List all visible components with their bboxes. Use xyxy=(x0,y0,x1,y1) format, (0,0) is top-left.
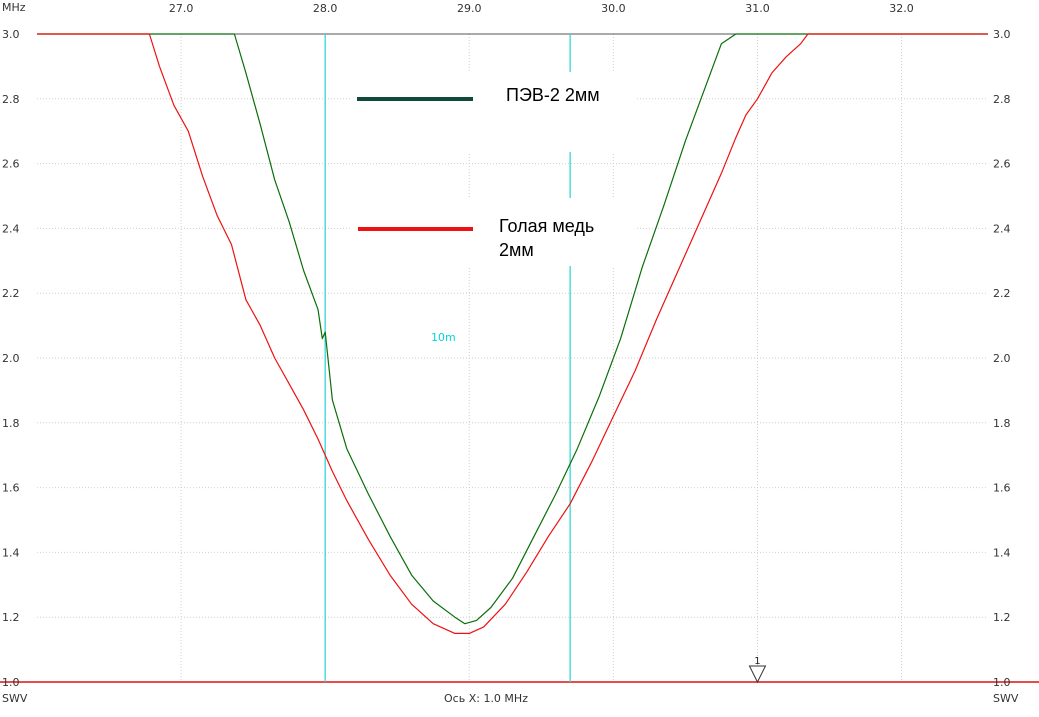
marker-1: 1 xyxy=(748,656,767,684)
x-tick: 32.0 xyxy=(889,2,914,15)
y-tick-right: 2.4 xyxy=(993,222,1011,235)
y-tick-left: 2.2 xyxy=(2,287,20,300)
y-tick-left: 1.2 xyxy=(2,611,20,624)
legend-label-copper-1: Голая медь xyxy=(499,216,594,236)
axis-labels: 1.0 1.0 1.2 1.2 1.4 1.4 1.6 1.6 1.8 1.8 2.0 2.0 2.2 2… xyxy=(2,2,1011,689)
legend-label-pev: ПЭВ-2 2мм xyxy=(506,85,600,105)
top-left-unit: MHz xyxy=(2,1,26,14)
x-tick: 30.0 xyxy=(601,2,626,15)
bottom-right-unit: SWV xyxy=(993,692,1019,705)
y-tick-left: 1.0 xyxy=(2,676,20,689)
y-tick-right: 1.6 xyxy=(993,482,1011,495)
y-tick-right: 2.6 xyxy=(993,158,1011,171)
x-tick: 29.0 xyxy=(457,2,482,15)
y-tick-right: 1.4 xyxy=(993,546,1011,559)
y-tick-right: 1.2 xyxy=(993,611,1011,624)
y-tick-left: 2.4 xyxy=(2,222,20,235)
x-axis-label: Ось X: 1.0 MHz xyxy=(444,692,528,705)
y-tick-left: 3.0 xyxy=(2,28,20,41)
series-line-1 xyxy=(37,33,988,635)
band-label: 10m xyxy=(431,331,456,344)
y-tick-right: 2.2 xyxy=(993,287,1011,300)
y-tick-left: 1.6 xyxy=(2,482,20,495)
legend-box-2 xyxy=(350,198,635,266)
y-tick-right: 2.8 xyxy=(993,93,1011,106)
marker-label: 1 xyxy=(754,656,760,667)
y-tick-left: 1.4 xyxy=(2,546,20,559)
y-tick-right: 3.0 xyxy=(993,28,1011,41)
legend-label-copper-2: 2мм xyxy=(499,240,534,260)
legend-box-1 xyxy=(350,72,635,152)
y-tick-left: 1.8 xyxy=(2,417,20,430)
x-tick: 28.0 xyxy=(313,2,338,15)
bottom-left-unit: SWV xyxy=(2,692,28,705)
y-tick-left: 2.8 xyxy=(2,93,20,106)
series-lines xyxy=(37,33,988,635)
y-tick-right: 1.8 xyxy=(993,417,1011,430)
y-tick-right: 2.0 xyxy=(993,352,1011,365)
y-tick-left: 2.6 xyxy=(2,158,20,171)
x-tick: 31.0 xyxy=(745,2,770,15)
marker-triangle xyxy=(748,665,767,684)
y-tick-left: 2.0 xyxy=(2,352,20,365)
legend: ПЭВ-2 2мм Голая медь 2мм xyxy=(350,72,635,266)
y-tick-right: 1.0 xyxy=(993,676,1011,689)
series-line-0 xyxy=(37,33,988,625)
x-tick: 27.0 xyxy=(169,2,194,15)
